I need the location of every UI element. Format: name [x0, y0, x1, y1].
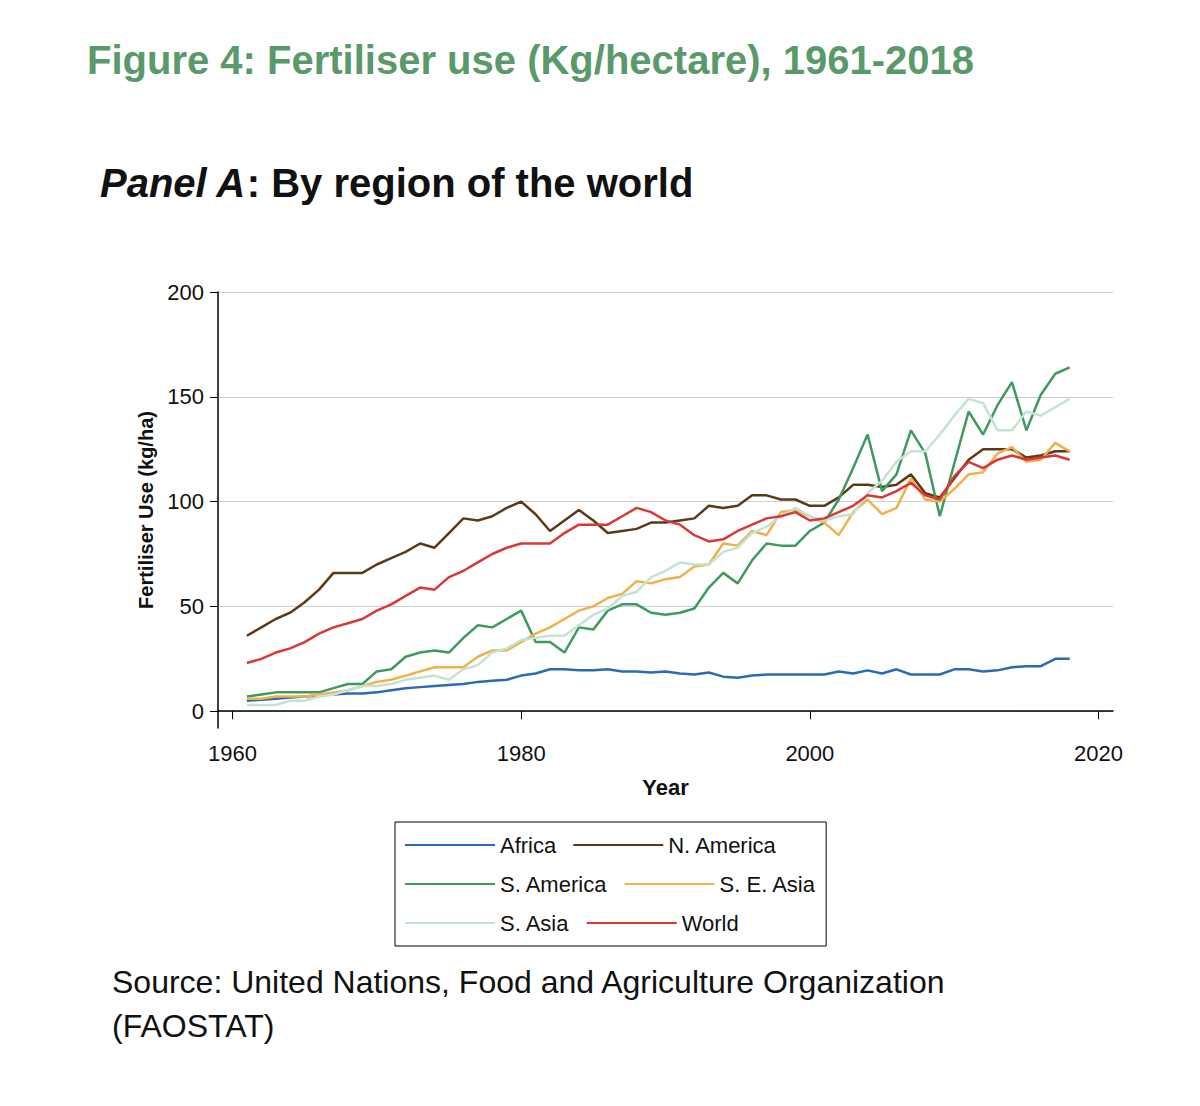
- svg-text:Source: United Nations, Food a: Source: United Nations, Food and Agricul…: [112, 964, 953, 1000]
- svg-text:: By region of the world: : By region of the world: [247, 161, 694, 205]
- svg-text:Figure 4: Fertiliser use (Kg/h: Figure 4: Fertiliser use (Kg/hectare), 1…: [87, 38, 974, 82]
- svg-text:S. Asia: S. Asia: [500, 911, 569, 936]
- svg-text:World: World: [682, 911, 739, 936]
- svg-text:1960: 1960: [208, 741, 257, 766]
- svg-text:100: 100: [167, 489, 204, 514]
- svg-text:200: 200: [167, 280, 204, 305]
- svg-text:(FAOSTAT): (FAOSTAT): [112, 1008, 274, 1044]
- svg-text:2020: 2020: [1074, 741, 1123, 766]
- svg-text:Panel A: Panel A: [100, 161, 245, 205]
- svg-text:Fertiliser Use (kg/ha): Fertiliser Use (kg/ha): [135, 411, 157, 609]
- svg-text:N. America: N. America: [668, 833, 776, 858]
- svg-text:2000: 2000: [785, 741, 834, 766]
- svg-text:150: 150: [167, 384, 204, 409]
- svg-text:50: 50: [180, 594, 204, 619]
- svg-text:Africa: Africa: [500, 833, 557, 858]
- svg-text:Year: Year: [642, 775, 689, 800]
- svg-text:S. E. Asia: S. E. Asia: [720, 872, 816, 897]
- svg-text:0: 0: [192, 699, 204, 724]
- svg-text:S. America: S. America: [500, 872, 607, 897]
- svg-text:1980: 1980: [497, 741, 546, 766]
